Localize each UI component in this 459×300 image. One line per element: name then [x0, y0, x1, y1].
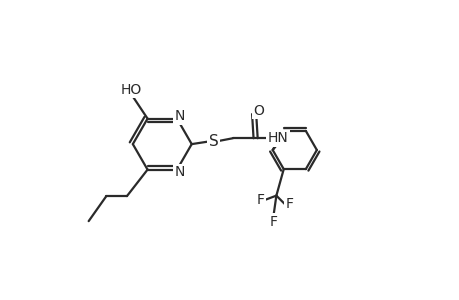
Text: F: F [256, 193, 263, 207]
Text: HN: HN [267, 131, 288, 145]
Text: N: N [174, 109, 184, 123]
Text: HO: HO [120, 83, 142, 97]
Text: S: S [208, 134, 218, 149]
Text: N: N [174, 165, 184, 179]
Text: F: F [285, 197, 293, 212]
Text: O: O [252, 103, 263, 118]
Text: F: F [269, 214, 277, 229]
